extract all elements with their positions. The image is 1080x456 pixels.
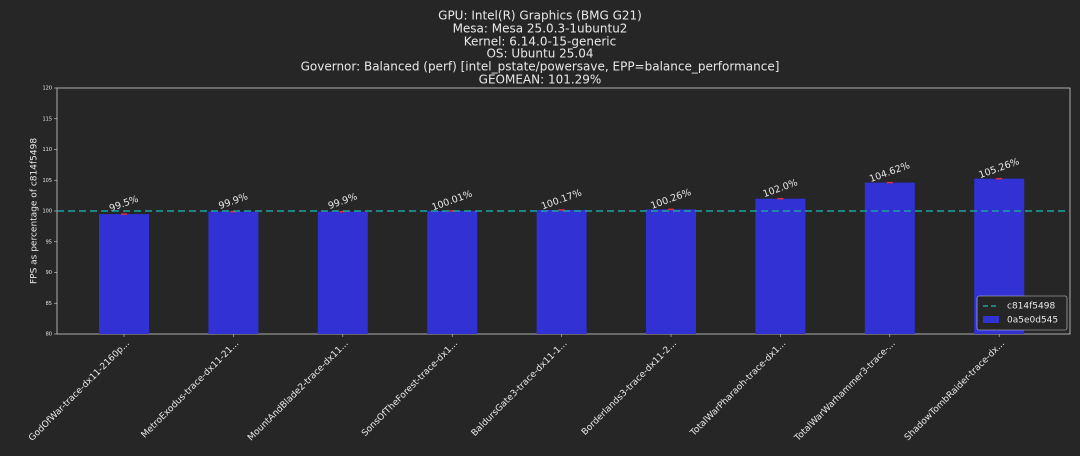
x-tick-label: SonsOfTheForest-trace-dx1... [360,339,460,439]
y-tick-label: 115 [42,116,52,122]
y-tick-label: 95 [46,239,52,245]
chart-title-line: Governor: Balanced (perf) [intel_pstate/… [301,60,780,74]
bar [317,211,368,334]
x-tick-label: TotalWarWarhammer3-trace-... [792,339,897,444]
x-tick-label: GodOfWar-trace-dx11-2160p... [27,339,132,444]
value-label: 102.0% [761,177,799,200]
y-tick-label: 110 [42,147,52,153]
legend-label: 0a5e0d545 [1007,316,1058,326]
legend: c814f5498 0a5e0d545 [976,295,1068,331]
chart-title-line: Mesa: Mesa 25.0.3-1ubuntu2 [453,22,628,36]
chart-title-line: OS: Ubuntu 25.04 [486,47,593,61]
value-label: 99.9% [217,191,249,212]
x-tick-label: ShadowTombRaider-trace-dx... [903,339,1007,443]
bar [208,211,259,334]
value-label: 105.26% [977,156,1020,181]
bar [99,214,149,334]
value-label: 100.01% [430,189,473,214]
y-tick-label: 90 [46,270,52,276]
chart-title-line: Kernel: 6.14.0-15-generic [464,35,617,49]
bar [646,209,696,334]
bar [755,198,806,334]
x-tick-label: MetroExodus-trace-dx11-21... [140,339,242,441]
value-label: 104.62% [868,160,911,185]
legend-swatch [983,316,999,323]
x-tick-label: Borderlands3-trace-dx11-2... [580,339,679,438]
y-tick-label: 120 [42,86,52,92]
legend-box [976,295,1068,331]
value-label: 100.26% [649,187,692,212]
value-label: 100.17% [540,188,583,213]
y-axis-label: FPS as percentage of c814f5498 [30,138,40,284]
y-tick-label: 100 [42,209,52,215]
bar [536,209,587,334]
x-tick-label: MountAndBlade2-trace-dx11... [246,339,350,443]
bar [427,210,478,334]
y-tick-label: 85 [46,301,52,307]
bar [864,182,915,334]
x-tick-label: TotalWarPharaoh-trace-dx1... [688,339,788,439]
y-tick-label: 80 [46,332,52,338]
chart-title-line: GEOMEAN: 101.29% [479,73,602,87]
x-tick-label: BaldursGate3-trace-dx11-1... [470,339,570,439]
y-tick-label: 105 [42,178,52,184]
legend-label: c814f5498 [1007,302,1055,312]
value-label: 99.9% [327,191,359,212]
chart-title-line: GPU: Intel(R) Graphics (BMG G21) [438,9,642,23]
